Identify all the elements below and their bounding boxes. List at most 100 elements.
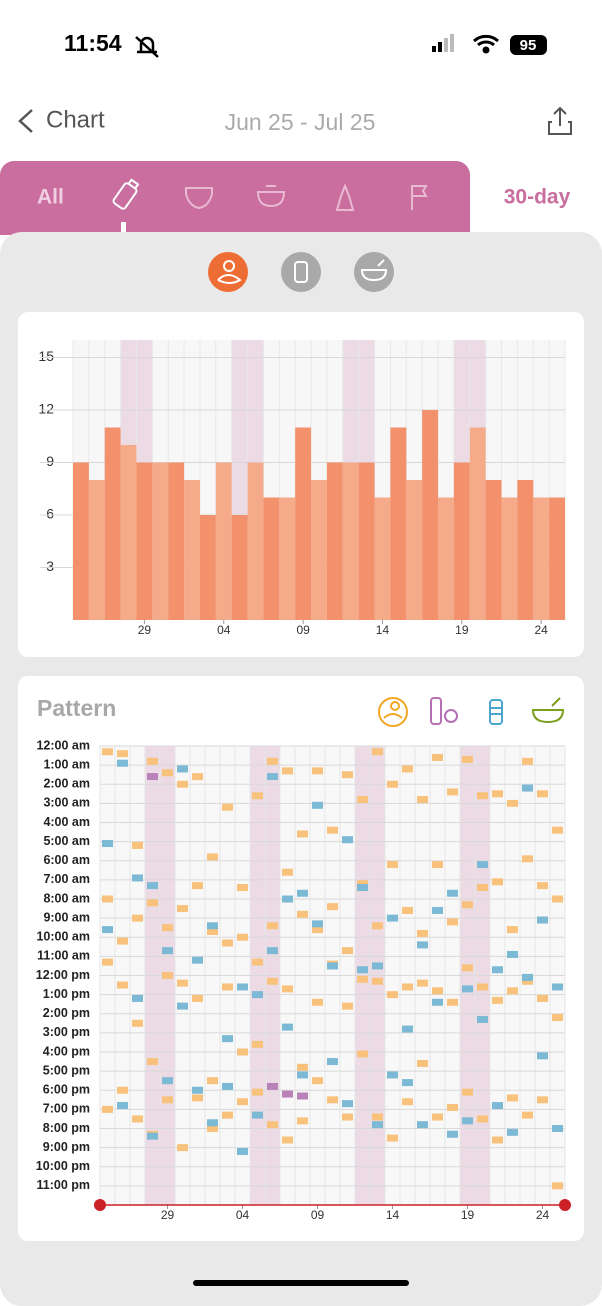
event xyxy=(192,1086,203,1094)
filter-solids[interactable] xyxy=(354,252,394,292)
y-tick-label: 9 xyxy=(46,453,54,469)
event xyxy=(357,1050,368,1058)
event xyxy=(492,1136,503,1144)
event xyxy=(192,882,203,890)
event xyxy=(267,922,278,930)
event xyxy=(267,1082,278,1090)
bar xyxy=(215,462,232,620)
event xyxy=(327,903,338,911)
filter-bottle-icon xyxy=(294,261,308,283)
event xyxy=(462,901,473,909)
y-tick-label: 6:00 pm xyxy=(43,1083,90,1097)
battery-level: 95 xyxy=(520,37,537,54)
event xyxy=(297,1092,308,1100)
x-tick-label: 29 xyxy=(161,1208,175,1222)
event xyxy=(252,1111,263,1119)
event xyxy=(207,922,218,930)
event xyxy=(192,994,203,1002)
back-button[interactable]: Chart xyxy=(46,106,105,133)
event xyxy=(282,985,293,993)
event xyxy=(522,855,533,863)
event xyxy=(237,1147,248,1155)
event xyxy=(207,1077,218,1085)
event xyxy=(222,939,233,947)
event xyxy=(417,796,428,804)
y-tick-label: 9:00 am xyxy=(43,910,90,924)
bar xyxy=(342,462,359,620)
date-range[interactable]: Jun 25 - Jul 25 xyxy=(225,109,376,135)
event xyxy=(237,933,248,941)
event xyxy=(162,1096,173,1104)
x-tick-label: 24 xyxy=(536,1208,550,1222)
event xyxy=(507,987,518,995)
event xyxy=(537,1052,548,1060)
event xyxy=(237,983,248,991)
event xyxy=(522,757,533,765)
event xyxy=(102,895,113,903)
y-tick-label: 1:00 am xyxy=(43,757,90,771)
event xyxy=(267,1121,278,1129)
y-tick-label: 5:00 pm xyxy=(43,1063,90,1077)
tab-all[interactable]: All xyxy=(37,186,64,209)
pattern-title: Pattern xyxy=(37,695,116,721)
event xyxy=(462,985,473,993)
bar xyxy=(263,497,280,620)
event xyxy=(132,994,143,1002)
bar xyxy=(311,480,327,620)
filter-solids-icon xyxy=(360,259,388,282)
event xyxy=(267,977,278,985)
event xyxy=(432,998,443,1006)
event xyxy=(402,1025,413,1033)
event xyxy=(402,983,413,991)
bar xyxy=(152,462,169,620)
x-tick-label: 09 xyxy=(296,623,310,637)
event xyxy=(417,979,428,987)
event xyxy=(192,956,203,964)
tab-bar xyxy=(0,161,470,235)
event xyxy=(207,928,218,936)
wifi-icon xyxy=(473,34,499,54)
event xyxy=(417,1059,428,1067)
tab-period[interactable]: 30-day xyxy=(504,186,571,209)
event xyxy=(372,1113,383,1121)
event xyxy=(282,895,293,903)
back-arrow[interactable] xyxy=(18,109,33,133)
event xyxy=(282,1136,293,1144)
event xyxy=(327,1096,338,1104)
event xyxy=(357,796,368,804)
bar xyxy=(438,497,454,620)
event xyxy=(147,882,158,890)
event xyxy=(387,861,398,869)
event xyxy=(147,757,158,765)
filter-nursing[interactable] xyxy=(208,252,248,292)
share-button[interactable] xyxy=(548,106,572,135)
y-tick-label: 10:00 pm xyxy=(36,1159,90,1173)
y-tick-label: 7:00 pm xyxy=(43,1102,90,1116)
event xyxy=(507,799,518,807)
event xyxy=(477,861,488,869)
event xyxy=(507,926,518,934)
tab-icons[interactable] xyxy=(112,178,428,234)
x-tick-label: 14 xyxy=(376,623,390,637)
event xyxy=(132,874,143,882)
event xyxy=(522,784,533,792)
event xyxy=(222,803,233,811)
y-tick-label: 10:00 am xyxy=(36,930,90,944)
event xyxy=(162,924,173,932)
event xyxy=(282,767,293,775)
event xyxy=(237,1048,248,1056)
event xyxy=(297,1117,308,1125)
event xyxy=(447,1130,458,1138)
bar xyxy=(406,480,423,620)
event xyxy=(162,769,173,777)
bar xyxy=(422,410,439,620)
event xyxy=(282,1023,293,1031)
event xyxy=(462,755,473,763)
filter-bottle[interactable] xyxy=(281,252,321,292)
bar xyxy=(184,480,200,620)
event xyxy=(312,926,323,934)
signal-icon xyxy=(432,34,454,52)
bar xyxy=(374,497,391,620)
y-tick-label: 11:00 am xyxy=(37,949,90,963)
